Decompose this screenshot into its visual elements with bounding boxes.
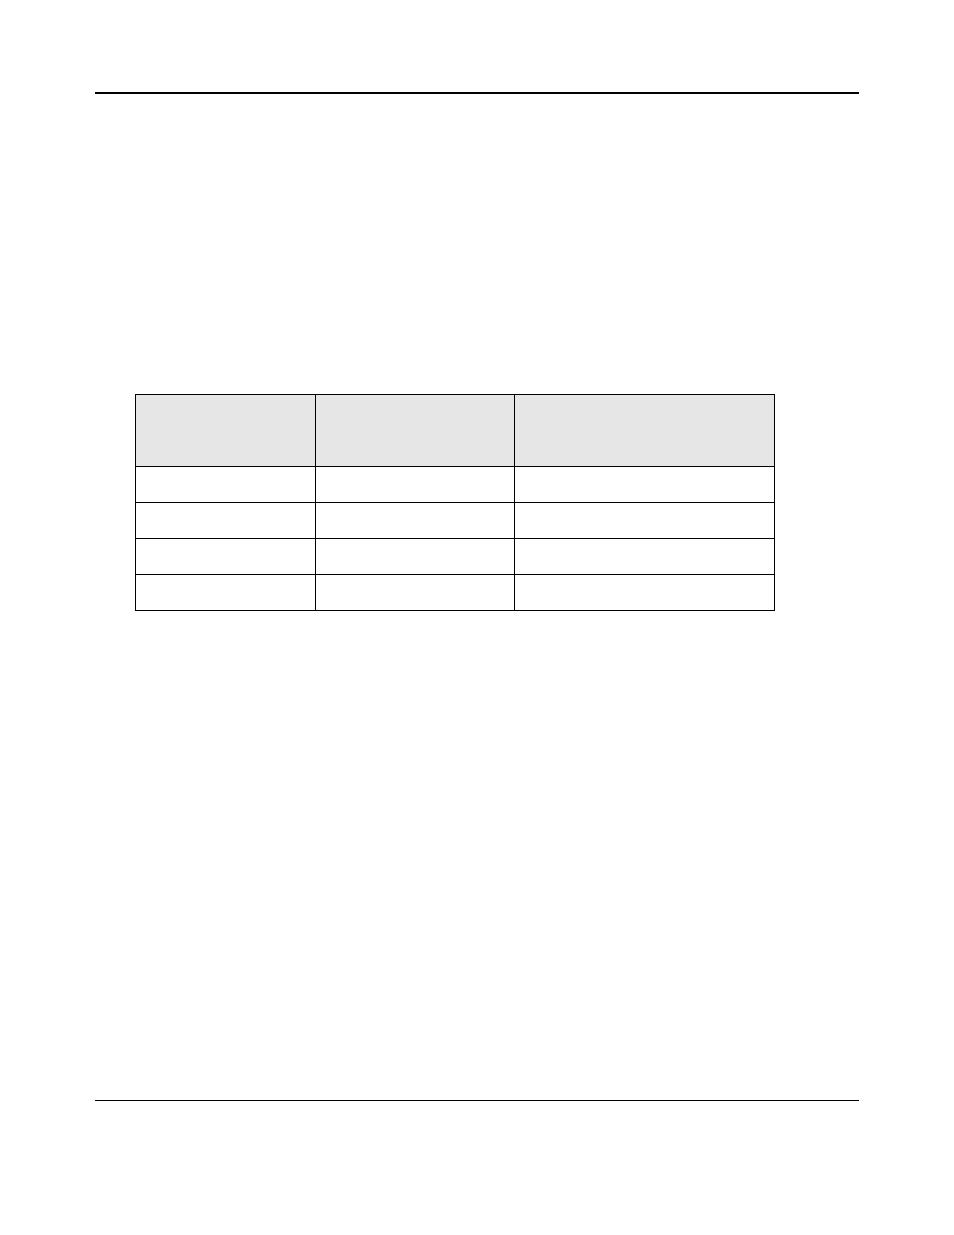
table-row [136, 467, 775, 503]
data-table [135, 394, 775, 611]
table-cell [315, 575, 515, 611]
table-header-cell [136, 395, 316, 467]
table-cell [315, 467, 515, 503]
table-cell [515, 539, 775, 575]
table-container [135, 394, 859, 611]
table-cell [136, 539, 316, 575]
table-header-row [136, 395, 775, 467]
table-row [136, 503, 775, 539]
bottom-rule [95, 1100, 859, 1101]
table-cell [136, 467, 316, 503]
top-rule [95, 92, 859, 94]
table-cell [136, 575, 316, 611]
table-cell [315, 503, 515, 539]
table-cell [515, 575, 775, 611]
table-row [136, 539, 775, 575]
table-header-cell [515, 395, 775, 467]
page [0, 0, 954, 611]
table-cell [515, 467, 775, 503]
table-row [136, 575, 775, 611]
table-cell [136, 503, 316, 539]
table-cell [515, 503, 775, 539]
table-header-cell [315, 395, 515, 467]
table-cell [315, 539, 515, 575]
